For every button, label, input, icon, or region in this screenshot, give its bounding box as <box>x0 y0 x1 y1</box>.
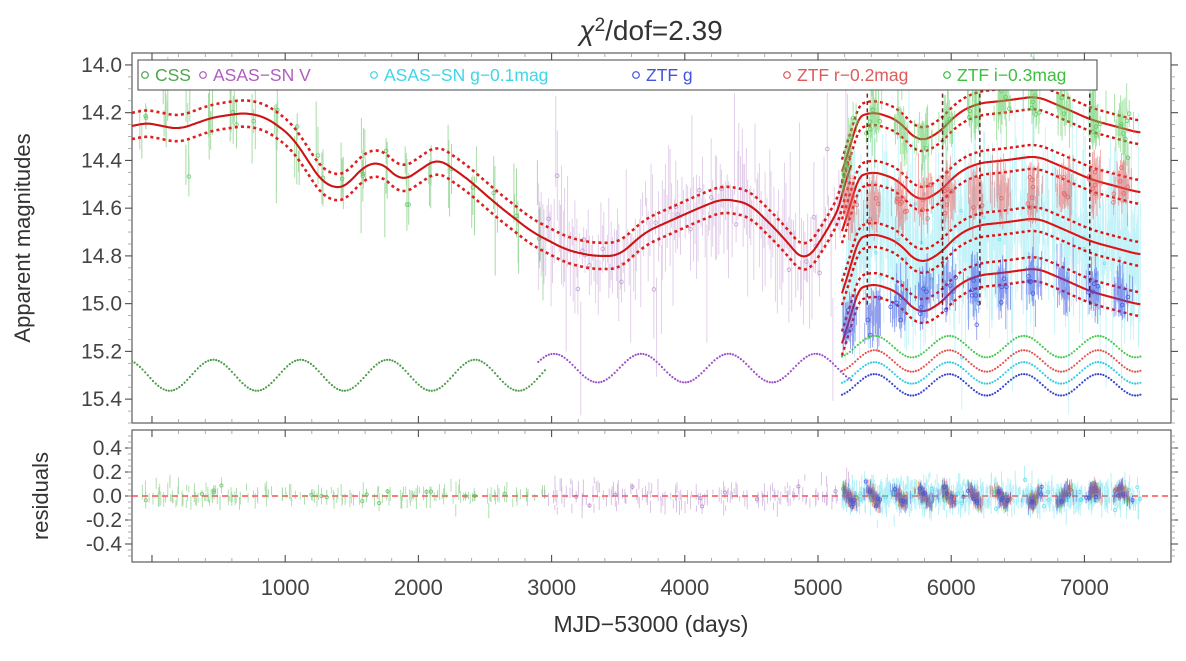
svg-text:5000: 5000 <box>794 575 843 600</box>
svg-text:CSS: CSS <box>155 65 191 85</box>
svg-text:14.2: 14.2 <box>81 102 122 125</box>
svg-text:-0.2: -0.2 <box>86 509 122 532</box>
svg-text:14.6: 14.6 <box>81 197 122 220</box>
svg-text:14.4: 14.4 <box>81 149 122 172</box>
svg-text:15.0: 15.0 <box>81 293 122 316</box>
svg-text:MJD−53000 (days): MJD−53000 (days) <box>554 611 749 637</box>
svg-text:0.4: 0.4 <box>93 437 123 460</box>
svg-text:1000: 1000 <box>261 575 310 600</box>
svg-text:ZTF r−0.2mag: ZTF r−0.2mag <box>797 65 908 85</box>
svg-text:14.0: 14.0 <box>81 54 122 77</box>
svg-text:7000: 7000 <box>1060 575 1109 600</box>
svg-text:ASAS−SN g−0.1mag: ASAS−SN g−0.1mag <box>384 65 548 85</box>
svg-text:6000: 6000 <box>927 575 976 600</box>
svg-text:Apparent magnitudes: Apparent magnitudes <box>10 133 35 342</box>
svg-text:2000: 2000 <box>394 575 443 600</box>
svg-text:4000: 4000 <box>660 575 709 600</box>
svg-text:-0.4: -0.4 <box>86 533 123 556</box>
svg-text:3000: 3000 <box>527 575 576 600</box>
svg-text:15.4: 15.4 <box>81 388 122 411</box>
svg-text:ZTF i−0.3mag: ZTF i−0.3mag <box>957 65 1066 85</box>
svg-text:ASAS−SN V: ASAS−SN V <box>213 65 311 85</box>
svg-text:0.0: 0.0 <box>93 485 122 508</box>
svg-text:ZTF g: ZTF g <box>646 65 693 85</box>
svg-text:0.2: 0.2 <box>93 461 122 484</box>
svg-text:15.2: 15.2 <box>81 340 122 363</box>
svg-text:14.8: 14.8 <box>81 245 122 268</box>
svg-text:residuals: residuals <box>28 452 53 540</box>
